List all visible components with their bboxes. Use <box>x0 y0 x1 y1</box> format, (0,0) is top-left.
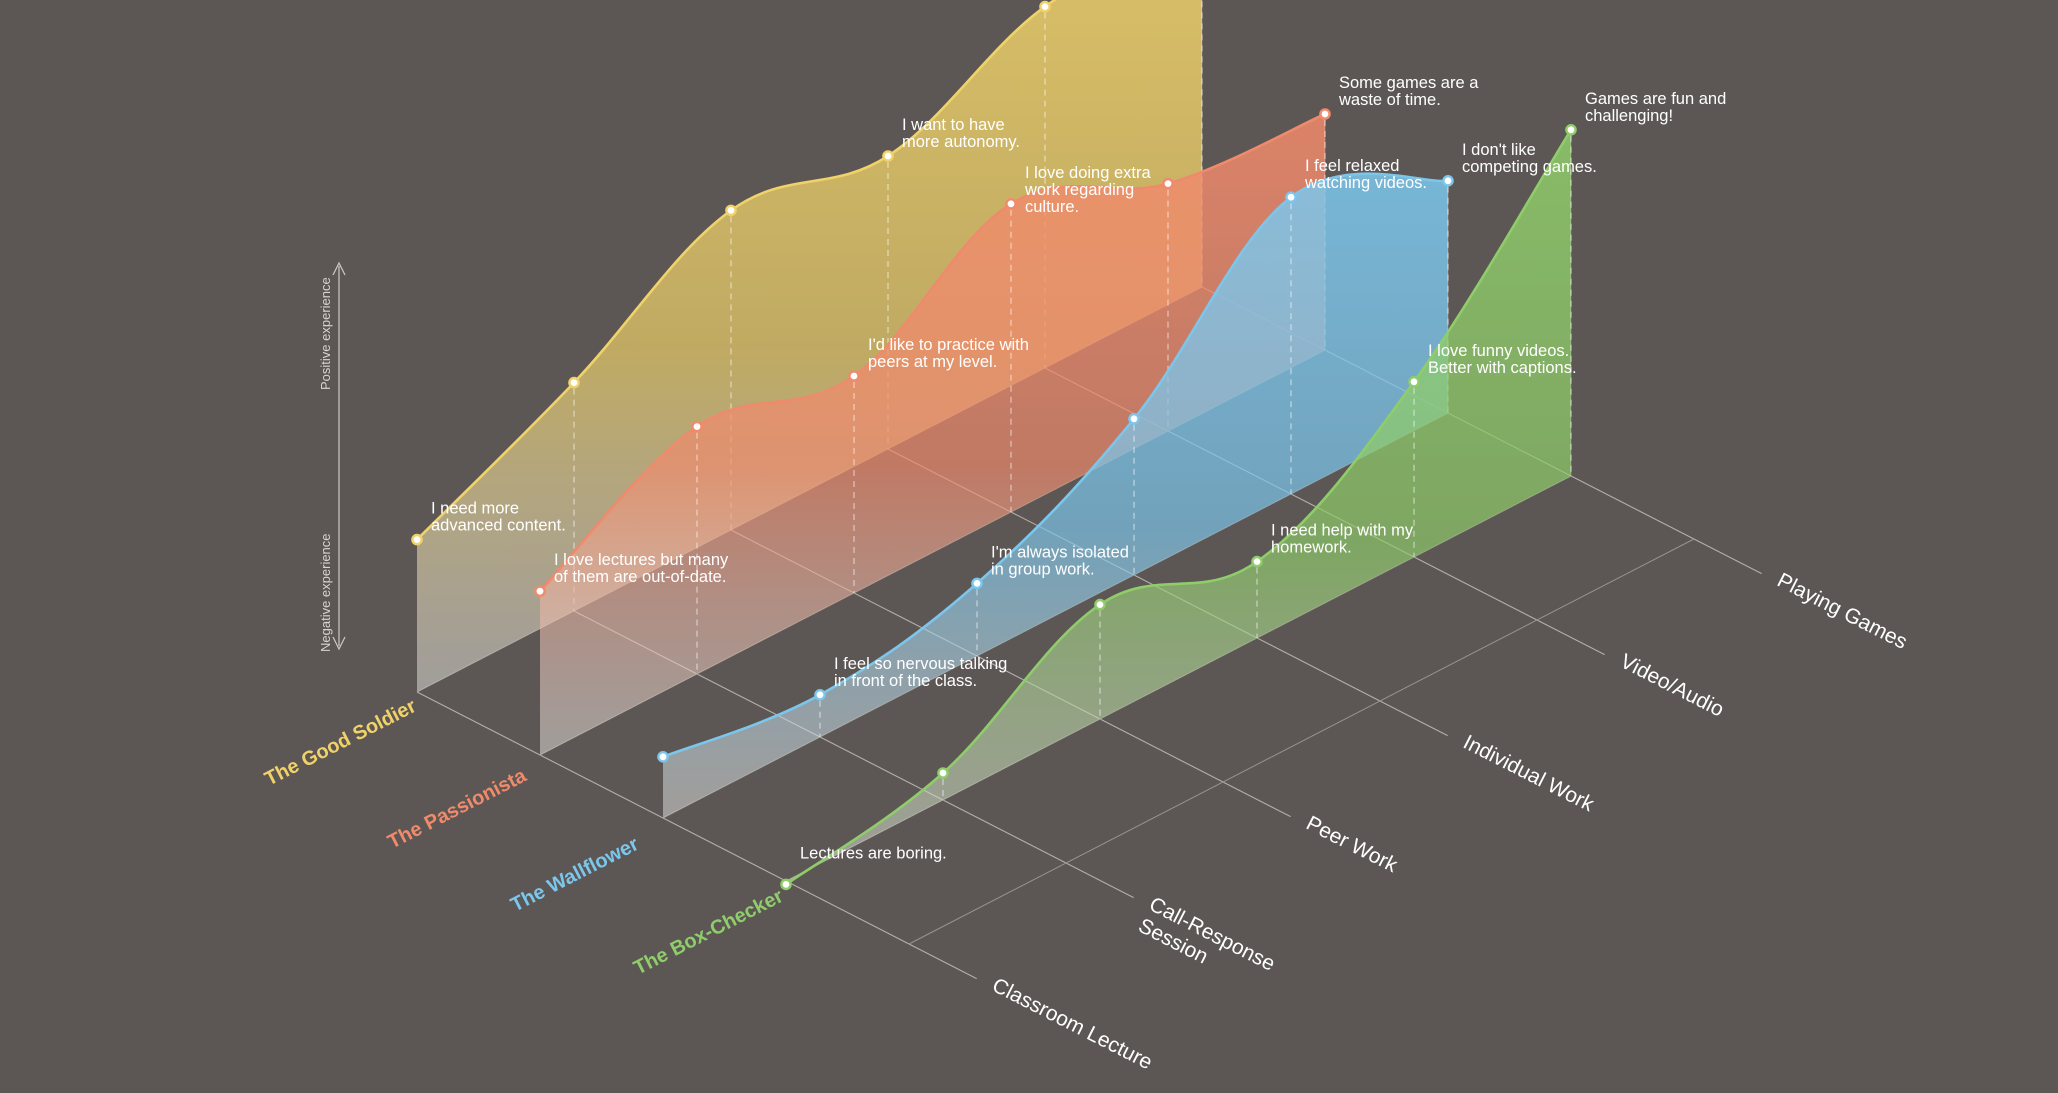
annotation-text: I don't like competing games. <box>1462 141 1597 176</box>
persona-label: The Passionista <box>384 764 530 853</box>
annotation-text: I love lectures but many of them are out-… <box>554 551 729 586</box>
data-point <box>1320 109 1329 118</box>
data-point <box>1095 600 1104 609</box>
data-point <box>1566 125 1575 134</box>
persona-label: The Good Soldier <box>261 695 420 790</box>
data-point <box>1286 193 1295 202</box>
data-point <box>815 690 824 699</box>
data-point <box>849 371 858 380</box>
annotation-text: Lectures are boring. <box>800 844 947 862</box>
y-axis: Positive experience Negative experience <box>318 263 345 652</box>
annotation-text: I love funny videos. Better with captions… <box>1428 342 1577 377</box>
annotation-text: Games are fun and challenging! <box>1585 90 1726 125</box>
data-point <box>1163 179 1172 188</box>
y-axis-negative-label: Negative experience <box>318 533 333 652</box>
y-axis-positive-label: Positive experience <box>318 277 333 390</box>
annotation-text: I feel so nervous talking in front of the… <box>834 655 1007 690</box>
data-point <box>692 422 701 431</box>
data-point <box>1443 176 1452 185</box>
category-label: Video/Audio <box>1617 650 1728 722</box>
data-point <box>938 768 947 777</box>
annotation-text: I feel relaxed watching videos. <box>1304 157 1427 192</box>
data-point <box>1409 377 1418 386</box>
data-point <box>781 880 790 889</box>
persona-label: The Box-Checker <box>630 885 787 979</box>
annotation-text: I want to have more autonomy. <box>902 116 1020 151</box>
data-point <box>1129 414 1138 423</box>
category-label: Classroom Lecture <box>989 974 1156 1075</box>
category-label: Peer Work <box>1303 812 1402 878</box>
data-point <box>535 587 544 596</box>
data-point <box>1040 2 1049 11</box>
data-point <box>1252 557 1261 566</box>
annotation-text: Some games are a waste of time. <box>1338 74 1479 109</box>
data-point <box>412 535 421 544</box>
data-point <box>658 752 667 761</box>
data-point <box>569 378 578 387</box>
category-label: Call-ResponseSession <box>1135 893 1279 997</box>
category-label: Individual Work <box>1460 731 1598 817</box>
persona-label: The Wallflower <box>507 833 642 916</box>
data-point <box>972 579 981 588</box>
data-point <box>726 206 735 215</box>
data-point <box>1006 199 1015 208</box>
category-label: Playing Games <box>1774 569 1911 654</box>
data-point <box>883 151 892 160</box>
